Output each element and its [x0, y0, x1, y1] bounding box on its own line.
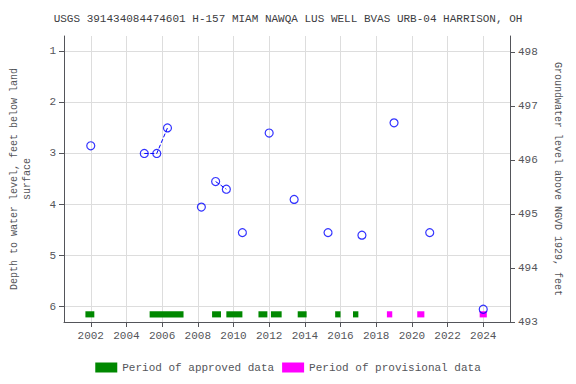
svg-text:2006: 2006 [149, 330, 175, 342]
svg-text:2012: 2012 [256, 330, 282, 342]
svg-text:Depth to water level, feet bel: Depth to water level, feet below land [9, 68, 20, 290]
svg-text:2008: 2008 [185, 330, 211, 342]
svg-text:2010: 2010 [220, 330, 246, 342]
svg-text:Period of provisional data: Period of provisional data [309, 362, 481, 374]
svg-text:Groundwater level above NGVD 1: Groundwater level above NGVD 1929, feet [552, 62, 563, 296]
svg-text:4: 4 [49, 199, 56, 211]
svg-text:surface: surface [22, 158, 33, 200]
svg-text:2024: 2024 [470, 330, 497, 342]
svg-text:1: 1 [49, 45, 56, 57]
svg-text:497: 497 [518, 100, 538, 112]
svg-text:2002: 2002 [78, 330, 104, 342]
svg-text:498: 498 [518, 46, 538, 58]
svg-text:2020: 2020 [399, 330, 425, 342]
svg-text:5: 5 [49, 250, 56, 262]
svg-text:493: 493 [518, 316, 538, 328]
svg-text:2022: 2022 [434, 330, 460, 342]
svg-text:Period of approved data: Period of approved data [122, 362, 274, 374]
svg-text:2018: 2018 [363, 330, 389, 342]
svg-text:494: 494 [518, 262, 538, 274]
svg-text:2016: 2016 [327, 330, 353, 342]
svg-text:2014: 2014 [292, 330, 319, 342]
svg-text:3: 3 [49, 147, 56, 159]
svg-text:496: 496 [518, 154, 538, 166]
svg-text:495: 495 [518, 208, 538, 220]
svg-text:2004: 2004 [113, 330, 140, 342]
svg-text:2: 2 [49, 96, 56, 108]
svg-text:6: 6 [49, 301, 56, 313]
svg-text:USGS 391434084474601 H-157 MIA: USGS 391434084474601 H-157 MIAM NAWQA LU… [54, 13, 523, 25]
